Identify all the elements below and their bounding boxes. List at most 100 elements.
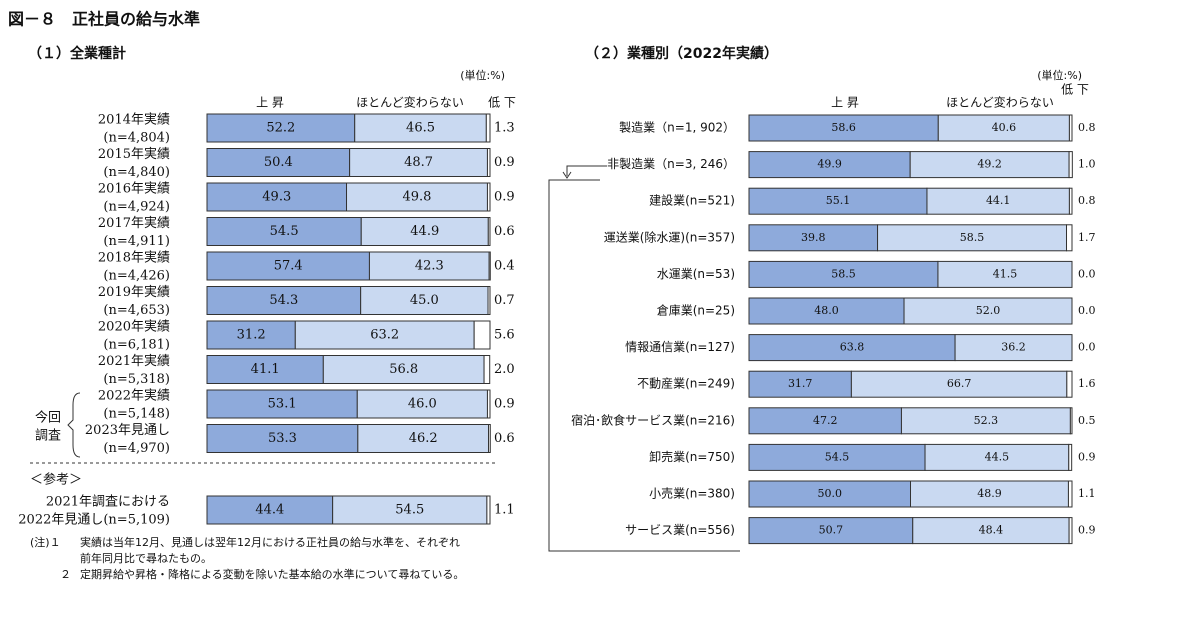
category-label: 2021年調査における [46,495,170,510]
value-label: 50.4 [264,155,293,170]
value-label: 0.9 [494,397,515,412]
category-label: 2019年実績 [98,284,170,300]
value-label: 50.7 [819,524,844,537]
value-label: 49.9 [817,158,842,171]
note: 定期昇給や昇格・降格による変動を除いた基本給の水準について尋ねている。 [80,567,464,581]
connector-arrow [562,171,572,179]
value-label: 0.0 [1078,304,1096,317]
bar-segment [903,297,1073,325]
value-label: 47.2 [813,414,838,427]
legend-label: ほとんど変わらない [946,95,1054,110]
legend-label: 低 下 [488,96,516,110]
unit-label: (単位:%) [1037,68,1082,82]
category-label: (n=4,911) [103,234,170,249]
bar-segment [877,224,1068,252]
value-label: 52.2 [266,121,295,136]
bar-segment [748,297,905,325]
value-label: 0.9 [494,190,515,205]
value-label: 42.3 [415,259,444,274]
category-label: 2017年実績 [98,215,170,231]
category-label: (n=4,653) [103,303,170,318]
bar-segment [1068,114,1073,142]
value-label: 58.5 [960,231,985,244]
bar-segment [748,187,928,215]
chart-title: （２）業種別（2022年実績） [585,45,778,62]
bar-segment [1069,407,1073,435]
value-label: 58.6 [831,121,856,134]
category-label: (n=4,804) [103,131,170,146]
value-label: 0.9 [494,155,515,170]
category-label: 水運業(n=53) [657,267,735,281]
category-label: 2016年実績 [98,181,170,197]
bar-segment [748,517,914,545]
value-label: 36.2 [1001,341,1026,354]
bar-segment [748,407,902,435]
bar-segment [1066,370,1073,398]
connector [566,165,607,176]
value-label: 2.0 [494,362,515,377]
value-label: 50.0 [818,487,843,500]
category-label: 卸売業(n=750) [649,449,735,464]
value-label: 0.0 [1078,341,1096,354]
category-label: 2020年実績 [98,319,170,335]
bar-segment [1068,443,1073,471]
value-label: 0.6 [494,224,515,239]
category-label: 2014年実績 [98,112,170,128]
value-label: 53.1 [268,397,297,412]
note-marker: ２ [60,568,71,581]
category-label: 建設業(n=521) [649,193,735,208]
bar-segment [1068,187,1073,215]
value-label: 63.8 [840,341,865,354]
bar-segment [206,148,351,177]
category-label: 小売業(n=380) [649,486,735,501]
category-label: 2022年見通し(n=5,109) [18,513,170,528]
value-label: 52.3 [974,414,999,427]
value-label: 44.9 [410,224,439,239]
category-label: (n=5,318) [103,372,170,387]
value-label: 48.9 [977,487,1002,500]
bracket-label: 今回 [35,410,61,426]
value-label: 0.5 [1078,414,1096,427]
category-label: 不動産業(n=249) [637,376,735,391]
value-label: 48.0 [814,304,839,317]
category-label: (n=4,924) [103,200,170,215]
category-label: 情報通信業(n=127) [625,340,735,354]
value-label: 49.8 [403,190,432,205]
bar-segment [488,251,491,281]
bracket [67,392,81,458]
value-label: 40.6 [992,121,1017,134]
value-label: 46.0 [408,397,437,412]
category-label: (n=4,426) [103,269,170,284]
value-label: 48.7 [404,155,433,170]
value-label: 66.7 [947,377,972,390]
category-label: (n=6,181) [103,338,170,353]
bar-segment [488,424,491,453]
value-label: 1.3 [494,121,515,136]
value-label: 1.7 [1078,231,1096,244]
value-label: 41.5 [993,267,1018,280]
value-label: 49.2 [977,158,1002,171]
value-label: 63.2 [370,328,399,343]
value-label: 44.5 [985,450,1010,463]
bar-segment [748,334,956,362]
value-label: 46.5 [406,121,435,136]
value-label: 1.6 [1078,377,1096,390]
bar-segment [748,260,939,288]
value-label: 0.8 [1078,121,1096,134]
value-label: 56.8 [389,362,418,377]
legend-label: 上 昇 [831,96,859,110]
bar-segment [486,182,491,212]
bar-segment [354,113,487,143]
category-label: 製造業（n=1, 902） [619,121,735,135]
reference-label: ＜参考＞ [30,472,82,488]
bar-segment [1068,151,1073,179]
bar-segment [487,286,491,315]
value-label: 5.6 [494,328,515,343]
value-label: 48.4 [979,524,1004,537]
bar-segment [206,251,370,281]
bar-segment [349,148,488,177]
value-label: 0.9 [1078,450,1096,463]
value-label: 1.1 [1078,487,1096,500]
bar-segment [322,355,485,384]
category-label: (n=4,840) [103,165,170,180]
